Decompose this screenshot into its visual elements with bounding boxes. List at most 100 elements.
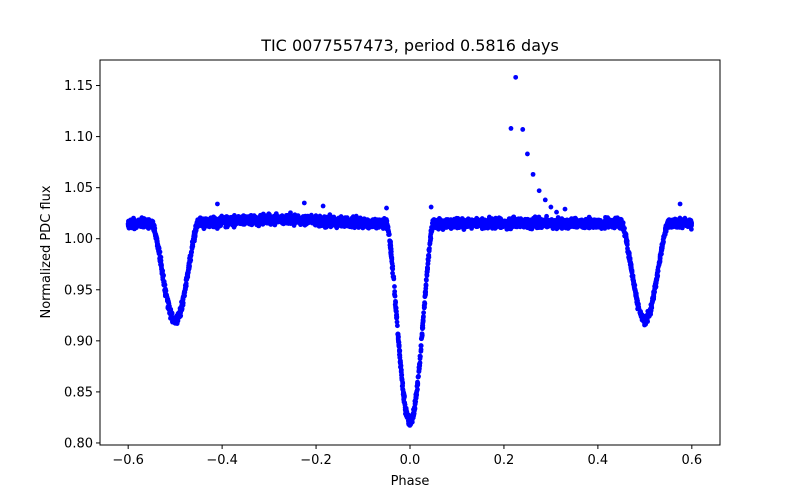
y-axis-label: Normalized PDC flux bbox=[39, 185, 54, 318]
data-point bbox=[212, 224, 218, 230]
data-point bbox=[387, 238, 393, 244]
data-point bbox=[649, 298, 655, 304]
data-point bbox=[389, 265, 395, 271]
data-point bbox=[399, 372, 404, 378]
data-point bbox=[574, 224, 580, 230]
data-point bbox=[427, 241, 433, 246]
x-tick-label: 0.6 bbox=[681, 453, 702, 468]
data-point bbox=[272, 219, 278, 225]
data-point bbox=[556, 216, 562, 222]
data-point bbox=[423, 283, 429, 289]
data-point bbox=[301, 200, 307, 206]
data-point bbox=[419, 331, 425, 337]
data-point bbox=[461, 221, 467, 226]
data-point bbox=[215, 201, 220, 207]
data-point bbox=[418, 336, 424, 342]
data-point bbox=[380, 226, 386, 231]
data-point bbox=[543, 223, 549, 228]
data-point bbox=[186, 264, 192, 270]
data-point bbox=[423, 277, 429, 283]
flare-point bbox=[525, 151, 530, 157]
data-point bbox=[178, 313, 184, 319]
data-point bbox=[139, 215, 145, 221]
data-point bbox=[417, 361, 423, 367]
data-point bbox=[571, 221, 576, 227]
data-point bbox=[219, 214, 224, 220]
flare-point bbox=[513, 74, 519, 80]
data-point bbox=[583, 217, 589, 223]
data-point bbox=[209, 216, 214, 222]
data-point bbox=[154, 238, 160, 244]
data-point bbox=[548, 217, 554, 223]
data-point bbox=[471, 220, 477, 226]
data-point bbox=[423, 289, 429, 294]
data-point bbox=[630, 276, 636, 282]
data-point bbox=[245, 219, 251, 225]
data-point bbox=[394, 315, 400, 321]
data-point bbox=[363, 221, 368, 227]
data-point bbox=[436, 220, 442, 226]
data-point bbox=[278, 219, 283, 224]
y-tick-label: 0.95 bbox=[64, 283, 93, 298]
data-point bbox=[180, 294, 186, 300]
data-point bbox=[390, 270, 395, 276]
data-point bbox=[426, 253, 431, 258]
data-point bbox=[195, 224, 201, 229]
data-point bbox=[562, 206, 568, 212]
flare-point bbox=[530, 171, 536, 177]
data-point bbox=[394, 319, 400, 325]
data-point bbox=[174, 317, 180, 323]
data-point bbox=[214, 218, 220, 224]
y-tick-label: 0.90 bbox=[64, 334, 93, 349]
data-point bbox=[670, 217, 675, 223]
data-point bbox=[659, 242, 665, 247]
data-point bbox=[393, 308, 399, 313]
data-point bbox=[413, 394, 419, 400]
data-point bbox=[671, 221, 677, 227]
data-point bbox=[572, 215, 577, 221]
flare-point bbox=[520, 127, 526, 132]
data-point bbox=[445, 218, 450, 224]
data-point bbox=[397, 347, 402, 353]
x-axis-label: Phase bbox=[391, 474, 430, 489]
data-point bbox=[372, 216, 378, 222]
data-point bbox=[631, 281, 637, 287]
flare-point bbox=[508, 126, 514, 131]
data-point bbox=[558, 221, 564, 227]
data-point bbox=[418, 343, 424, 349]
data-point bbox=[385, 224, 391, 230]
x-tick-label: 0.0 bbox=[400, 453, 421, 468]
data-point bbox=[410, 410, 416, 416]
data-point bbox=[288, 210, 293, 216]
flare-point bbox=[554, 209, 559, 215]
data-point bbox=[361, 216, 367, 222]
data-point bbox=[171, 316, 177, 322]
data-point bbox=[143, 220, 149, 226]
data-point bbox=[420, 323, 426, 328]
chart-title: TIC 0077557473, period 0.5816 days bbox=[260, 36, 559, 55]
data-point bbox=[576, 219, 581, 225]
data-point bbox=[633, 291, 639, 297]
data-point bbox=[400, 386, 406, 392]
data-point bbox=[241, 213, 246, 219]
data-point bbox=[391, 274, 396, 280]
data-point bbox=[467, 220, 473, 225]
data-point bbox=[311, 216, 316, 222]
data-point bbox=[323, 224, 329, 230]
data-point bbox=[403, 406, 409, 412]
x-tick-label: −0.2 bbox=[300, 453, 332, 468]
y-tick-label: 0.80 bbox=[64, 436, 93, 451]
data-point bbox=[401, 397, 407, 403]
data-point bbox=[397, 360, 403, 366]
data-point bbox=[374, 225, 379, 231]
flare-point bbox=[548, 204, 554, 210]
data-point bbox=[506, 223, 512, 229]
data-point bbox=[415, 387, 420, 392]
data-point bbox=[358, 220, 364, 226]
data-point bbox=[237, 217, 242, 223]
data-point bbox=[302, 219, 308, 225]
data-point bbox=[417, 354, 423, 359]
data-point bbox=[125, 222, 131, 228]
data-point bbox=[502, 221, 508, 227]
